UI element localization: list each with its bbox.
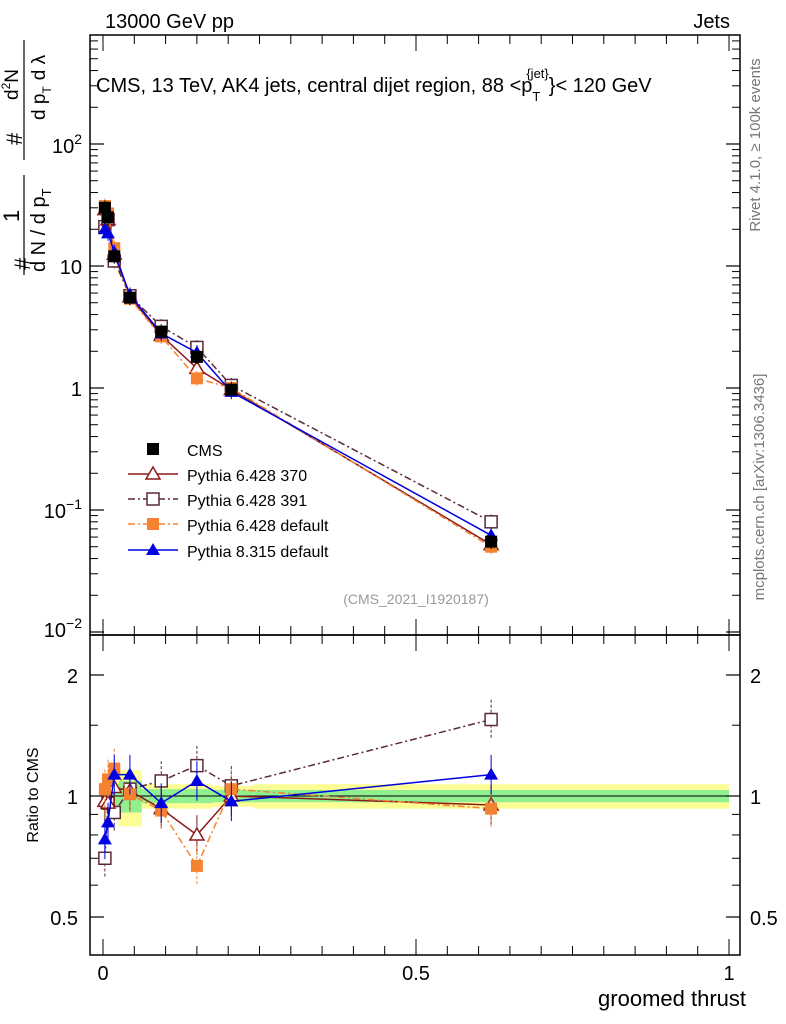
point-p391 [484,515,498,529]
y-axis-label-top: # 1 d N / d pT # d2N d pTd λ [0,40,54,275]
ratio-point-p8 [107,767,122,780]
legend-label-p8: Pythia 8.315 default [187,544,329,561]
analysis-tag: (CMS_2021_I1920187) [343,591,489,607]
legend-label-p370: Pythia 6.428 370 [187,468,307,485]
ylabel-hash1: # [10,257,35,270]
legend-marker-p8 [146,543,160,555]
point-cms [190,350,203,363]
bottom-panel-series [96,699,500,886]
ratio-point-p8 [484,767,499,780]
ratio-point-p391 [484,712,498,727]
y-tick-label-100: 102 [52,131,82,158]
legend-marker-p370 [144,465,162,480]
ylabel-d2N: d2N [0,69,23,100]
ratio-tick-label-0.5-right: 0.5 [750,908,778,930]
x-tick-label-1: 1 [723,963,734,985]
rivet-label: Rivet 4.1.0, ≥ 100k events [747,58,764,231]
ratio-point-p8 [122,767,137,780]
ratio-point-pdef [190,859,203,872]
chart-title: CMS, 13 TeV, AK4 jets, central dijet reg… [96,66,652,104]
mcplots-label: mcplots.cern.ch [arXiv:1306.3436] [751,374,768,601]
axis-ticks [90,35,740,955]
legend-label-p391: Pythia 6.428 391 [187,493,307,510]
header-left: 13000 GeV pp [105,11,234,33]
series-line-p8 [104,228,492,536]
y-tick-label-10: 10 [60,257,82,279]
legend: CMS Pythia 6.428 370 Pythia 6.428 391 Py… [128,443,329,561]
ratio-point-p8 [224,794,239,807]
ylabel-dN: d N / d pT [28,188,54,272]
ratio-tick-label-1-left: 1 [67,787,78,809]
y-tick-label-0.01: 10−2 [44,615,82,642]
ylabel-one: 1 [0,210,24,222]
legend-marker-cms [147,443,159,455]
ratio-tick-label-0.5-left: 0.5 [50,908,78,930]
point-cms [123,291,136,304]
ylabel-dpt: d pTd λ [29,54,54,120]
ratio-point-pdef [485,802,498,815]
ratio-line-pdef [104,767,492,868]
ratio-point-p8 [101,815,116,828]
y-tick-label-1: 1 [71,379,82,401]
point-p8 [101,226,116,239]
ratio-point-p370 [188,826,206,841]
ratio-tick-label-1-right: 1 [750,787,761,809]
point-cms [485,535,498,548]
top-panel-series [96,198,500,555]
ratio-point-p8 [189,773,204,786]
legend-marker-p391 [146,492,160,506]
point-pdef [190,372,203,385]
point-cms [102,211,115,224]
ratio-point-p8 [97,832,112,845]
legend-label-cms: CMS [187,443,223,460]
y-axis-label-bottom: Ratio to CMS [25,747,42,842]
x-axis-label: groomed thrust [598,986,746,1011]
legend-marker-pdef [147,518,159,530]
header-right: Jets [693,11,730,33]
x-tick-label-0.5: 0.5 [402,963,430,985]
point-cms [155,325,168,338]
ratio-tick-label-2-left: 2 [67,666,78,688]
point-cms [108,250,121,263]
x-tick-label-0: 0 [97,963,108,985]
point-cms [225,383,238,396]
ratio-line-p8 [104,773,492,840]
ylabel-hash2: # [2,132,27,145]
y-tick-label-0.1: 10−1 [44,496,82,523]
ratio-tick-label-2-right: 2 [750,666,761,688]
bottom-panel-frame [89,634,741,956]
ratio-point-p8 [154,796,169,809]
legend-label-pdef: Pythia 6.428 default [187,518,329,535]
